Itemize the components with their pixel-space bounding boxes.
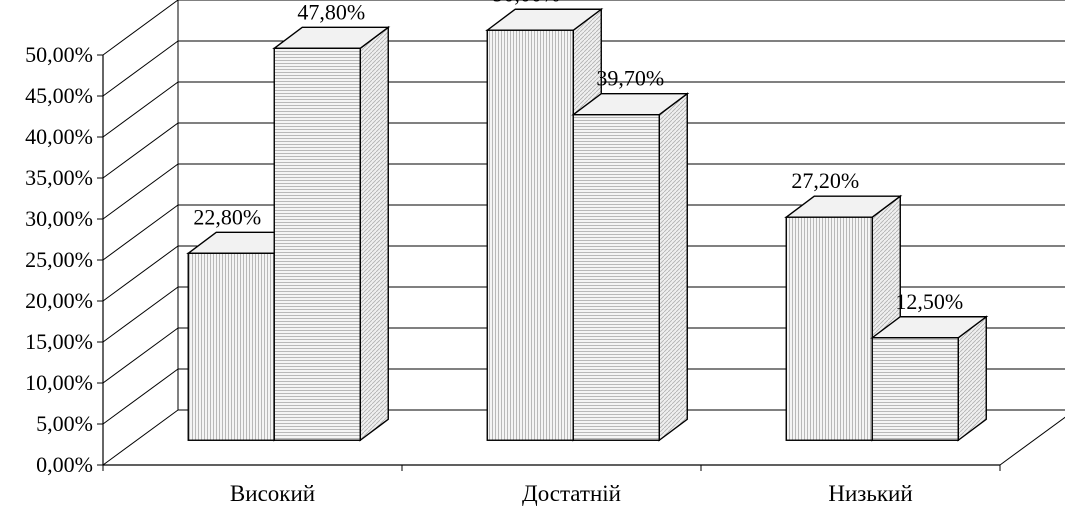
side-gridline (102, 40, 179, 97)
data-label: 27,20% (791, 168, 859, 193)
y-tick-label: 30,00% (25, 206, 93, 231)
y-tick-label: 45,00% (25, 83, 93, 108)
side-gridline (102, 81, 179, 138)
y-tick-label: 50,00% (25, 42, 93, 67)
y-axis-ticks: 0,00% 5,00% 10,00% 15,00% 20,00% 25,00% 30,00%… (25, 42, 93, 477)
bar-side-face (359, 25, 389, 442)
y-tick-label: 35,00% (25, 165, 93, 190)
bar-front-face (273, 47, 361, 441)
y-tick-label: 10,00% (25, 370, 93, 395)
side-gridline (102, 286, 179, 343)
data-label: 47,80% (297, 0, 365, 24)
data-label: 39,70% (596, 66, 664, 91)
bar-front-face (572, 114, 660, 441)
category-label: Високий (230, 481, 315, 506)
side-gridline (102, 327, 179, 384)
bar (784, 194, 903, 442)
bar-front-face (486, 29, 574, 441)
bar (870, 315, 989, 442)
bar (571, 92, 690, 442)
side-gridline (102, 368, 179, 425)
category-labels: Високий Достатній Низький (230, 481, 913, 506)
y-tick-label: 20,00% (25, 288, 93, 313)
y-tick-label: 25,00% (25, 247, 93, 272)
side-gridline (102, 0, 179, 56)
bar-front-face (187, 252, 275, 441)
y-tick-label: 5,00% (36, 411, 93, 436)
floor-right-edge (999, 416, 1065, 466)
data-label: 50,00% (492, 0, 560, 6)
side-gridline (102, 245, 179, 302)
data-labels: 22,80% 47,80% 50,00% 39,70% 27,20% 12,50% (193, 0, 963, 314)
y-tick-label: 40,00% (25, 124, 93, 149)
category-label: Низький (828, 481, 912, 506)
data-label: 12,50% (895, 289, 963, 314)
y-tick-label: 0,00% (36, 452, 93, 477)
bars (186, 7, 989, 442)
bar-front-face (871, 337, 959, 441)
side-gridline (102, 204, 179, 261)
category-label: Достатній (522, 481, 621, 506)
bar-front-face (785, 216, 873, 441)
data-label: 22,80% (193, 204, 261, 229)
floor-left-edge (102, 409, 179, 466)
side-gridline (102, 163, 179, 220)
bar (272, 25, 391, 442)
bar-side-face (658, 92, 688, 442)
side-gridline (102, 122, 179, 179)
y-tick-label: 15,00% (25, 329, 93, 354)
